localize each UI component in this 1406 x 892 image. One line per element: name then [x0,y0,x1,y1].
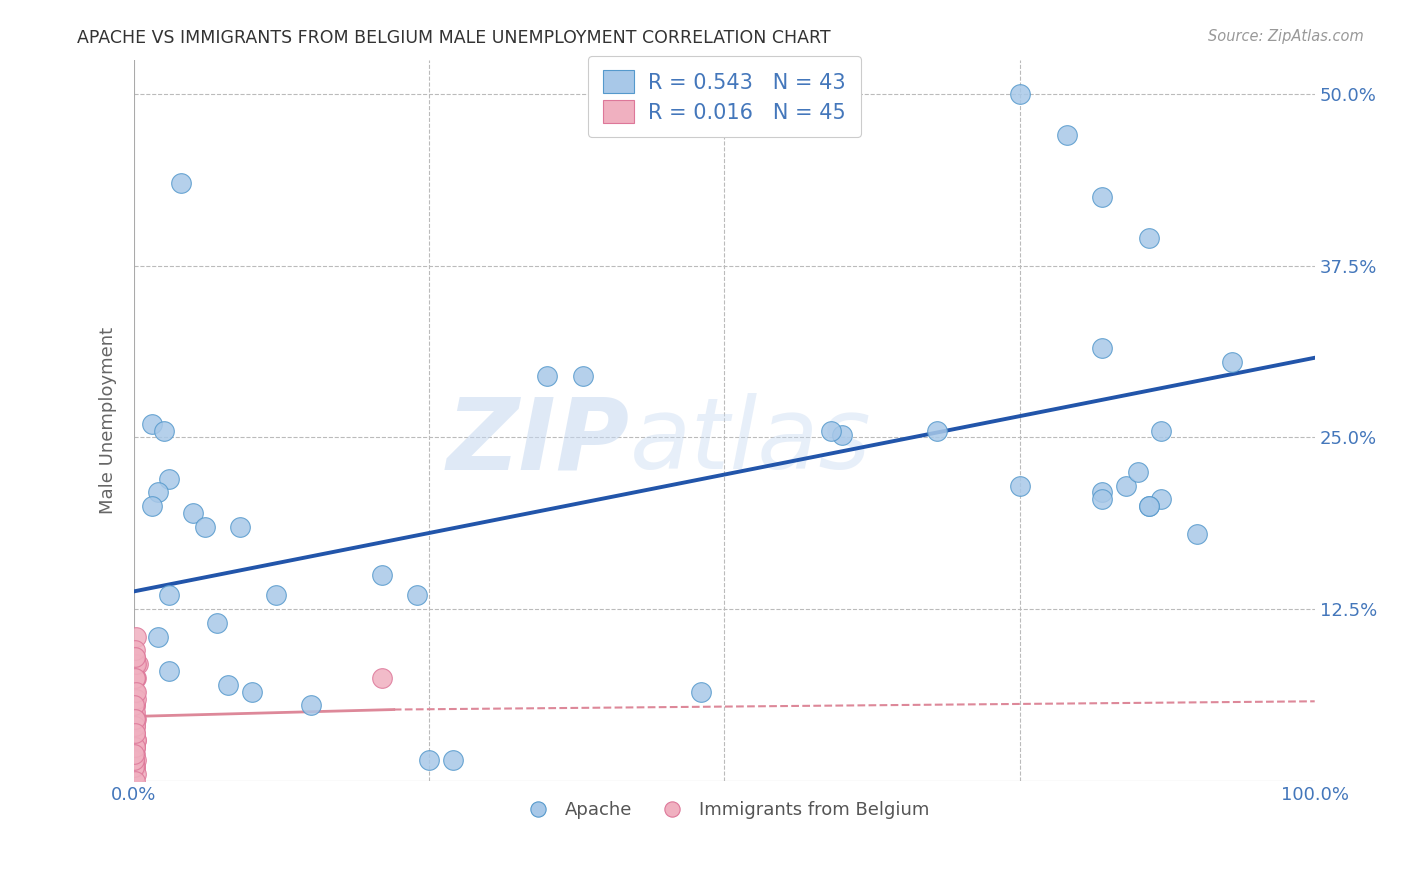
Point [124,712,146,726]
Point [1008,478,1031,492]
Point [124,706,146,720]
Point [124,760,146,774]
Point [1091,485,1114,500]
Point [124,650,146,665]
Point [122,691,145,706]
Point [122,747,145,761]
Point [181,506,204,520]
Point [1126,465,1149,479]
Point [125,671,148,685]
Text: Source: ZipAtlas.com: Source: ZipAtlas.com [1208,29,1364,44]
Point [124,726,146,740]
Point [159,664,181,678]
Point [125,712,148,726]
Point [127,657,149,672]
Point [125,767,148,781]
Point [122,706,145,720]
Point [1008,87,1031,101]
Point [1091,341,1114,355]
Point [125,657,148,672]
Point [1115,478,1137,492]
Text: atlas: atlas [630,393,872,491]
Point [229,520,252,534]
Point [1091,190,1114,204]
Point [146,485,169,500]
Legend: Apache, Immigrants from Belgium: Apache, Immigrants from Belgium [512,794,936,826]
Point [125,684,148,698]
Point [240,684,263,698]
Point [125,630,148,644]
Point [124,650,146,665]
Point [124,671,146,685]
Point [371,671,394,685]
Point [371,567,394,582]
Point [299,698,322,713]
Point [124,719,146,733]
Point [1150,492,1173,507]
Point [125,732,148,747]
Point [1091,492,1114,507]
Point [152,424,174,438]
Point [124,747,146,761]
Point [122,726,145,740]
Point [124,739,146,754]
Point [124,643,146,657]
Point [124,774,146,789]
Point [1139,231,1161,245]
Point [146,630,169,644]
Point [124,739,146,754]
Point [124,684,146,698]
Point [1139,499,1161,513]
Point [124,739,146,754]
Text: APACHE VS IMMIGRANTS FROM BELGIUM MALE UNEMPLOYMENT CORRELATION CHART: APACHE VS IMMIGRANTS FROM BELGIUM MALE U… [77,29,831,46]
Point [124,698,146,713]
Point [441,753,464,767]
Point [194,520,217,534]
Point [820,424,842,438]
Point [124,671,146,685]
Point [124,657,146,672]
Point [125,732,148,747]
Point [418,753,440,767]
Point [1139,499,1161,513]
Point [159,472,181,486]
Point [141,417,163,431]
Point [124,726,146,740]
Point [122,760,145,774]
Point [124,719,146,733]
Point [689,684,711,698]
Point [125,691,148,706]
Point [122,753,145,767]
Point [218,678,240,692]
Point [124,698,146,713]
Point [536,368,558,383]
Point [1056,128,1078,143]
Point [831,427,853,442]
Point [124,760,146,774]
Point [141,499,163,513]
Point [1185,526,1208,541]
Point [925,424,948,438]
Point [1220,355,1243,369]
Y-axis label: Male Unemployment: Male Unemployment [100,326,117,514]
Point [122,698,145,713]
Point [122,684,145,698]
Point [170,176,193,190]
Point [264,589,287,603]
Point [125,753,148,767]
Point [571,368,593,383]
Text: ZIP: ZIP [447,393,630,491]
Point [406,589,429,603]
Point [124,671,146,685]
Point [122,753,145,767]
Point [205,615,228,630]
Point [124,712,146,726]
Point [1150,424,1173,438]
Point [159,589,181,603]
